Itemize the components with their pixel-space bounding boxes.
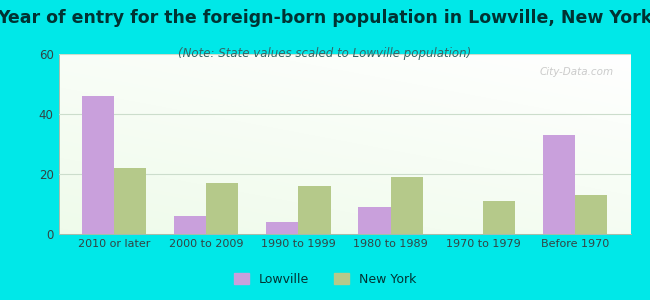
Bar bbox=[543, 135, 575, 234]
Legend: Lowville, New York: Lowville, New York bbox=[229, 268, 421, 291]
Bar bbox=[174, 216, 206, 234]
Text: City-Data.com: City-Data.com bbox=[540, 67, 614, 76]
Text: (Note: State values scaled to Lowville population): (Note: State values scaled to Lowville p… bbox=[178, 46, 472, 59]
Text: Year of entry for the foreign-born population in Lowville, New York: Year of entry for the foreign-born popul… bbox=[0, 9, 650, 27]
Bar bbox=[266, 222, 298, 234]
Bar bbox=[575, 195, 608, 234]
Bar bbox=[298, 186, 331, 234]
Bar bbox=[81, 96, 114, 234]
Bar bbox=[483, 201, 515, 234]
Bar bbox=[391, 177, 423, 234]
Bar bbox=[206, 183, 239, 234]
Bar bbox=[358, 207, 391, 234]
Bar bbox=[114, 168, 146, 234]
